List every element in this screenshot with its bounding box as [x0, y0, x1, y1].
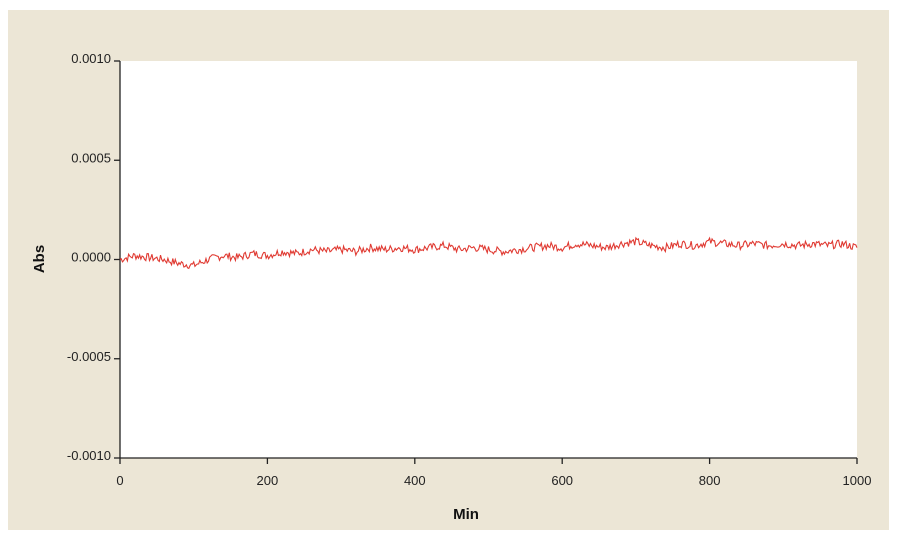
y-axis-title: Abs	[31, 245, 48, 273]
y-tick-label: 0.0000	[71, 250, 111, 265]
chart-marks: 0.0010 0.0005 0.0000 -0.0005 -0.0010 0 200 400 6…	[67, 51, 872, 488]
x-tick-label: 1000	[843, 473, 872, 488]
x-tick-label: 200	[257, 473, 279, 488]
x-axis-title: Min	[453, 506, 479, 523]
x-tick-label: 800	[699, 473, 721, 488]
y-tick-label: -0.0005	[67, 349, 111, 364]
series-line	[119, 236, 858, 270]
y-tick-label: 0.0010	[71, 51, 111, 66]
y-tick-label: 0.0005	[71, 150, 111, 165]
x-tick-label: 0	[116, 473, 123, 488]
x-tick-label: 600	[551, 473, 573, 488]
chart-figure: 0.0010 0.0005 0.0000 -0.0005 -0.0010 0 200 400 6…	[8, 10, 889, 530]
y-tick-label: -0.0010	[67, 448, 111, 463]
x-tick-label: 400	[404, 473, 426, 488]
line-chart: 0.0010 0.0005 0.0000 -0.0005 -0.0010 0 200 400 6…	[31, 51, 872, 523]
